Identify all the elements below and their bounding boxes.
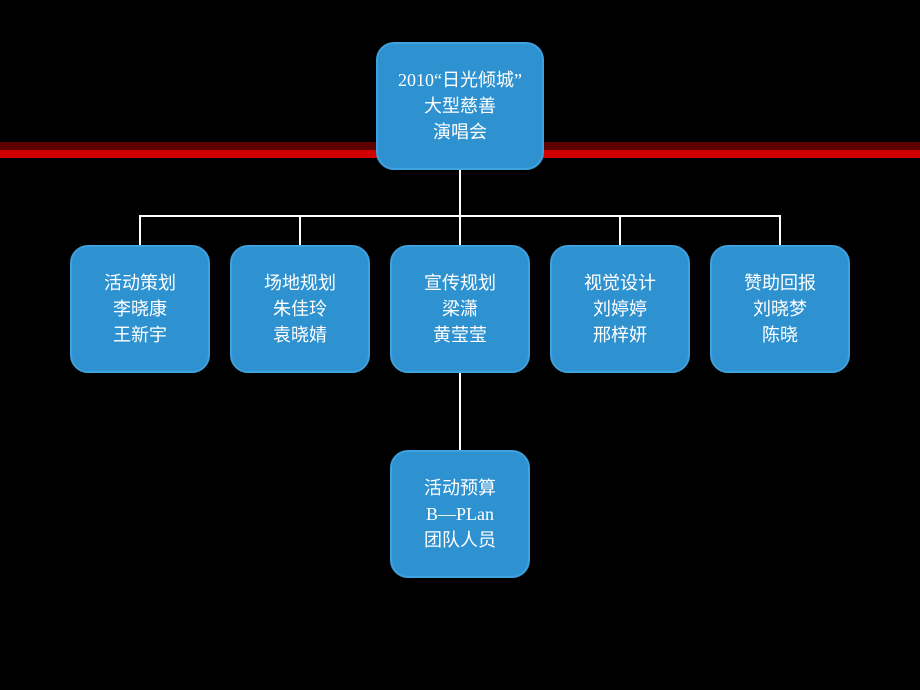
- org-node-label: 袁晓婧: [273, 322, 327, 348]
- org-node-label: 视觉设计: [584, 270, 656, 296]
- org-node-label: 赞助回报: [744, 270, 816, 296]
- org-node-label: 邢梓妍: [593, 322, 647, 348]
- org-node-root-line1: 2010“日光倾城”: [398, 67, 522, 93]
- org-node-label: 黄莹莹: [433, 322, 487, 348]
- connector-child-0: [139, 215, 141, 245]
- org-node-label: 活动预算: [424, 475, 496, 501]
- connector-child-2: [459, 215, 461, 245]
- org-node-label: B—PLan: [426, 501, 494, 527]
- org-node-label: 刘婷婷: [593, 296, 647, 322]
- connector-bottom-vertical: [459, 373, 461, 450]
- org-node-root: 2010“日光倾城” 大型慈善 演唱会: [376, 42, 544, 170]
- org-node-label: 梁潇: [442, 296, 478, 322]
- org-node-label: 陈晓: [762, 322, 798, 348]
- org-node-child-0: 活动策划 李晓康 王新宇: [70, 245, 210, 373]
- org-node-root-line2: 大型慈善: [424, 93, 496, 119]
- connector-top-vertical: [459, 170, 461, 217]
- org-node-label: 场地规划: [264, 270, 336, 296]
- org-node-bottom: 活动预算 B—PLan 团队人员: [390, 450, 530, 578]
- connector-child-3: [619, 215, 621, 245]
- org-node-child-4: 赞助回报 刘晓梦 陈晓: [710, 245, 850, 373]
- org-node-root-line3: 演唱会: [433, 119, 487, 145]
- org-node-label: 团队人员: [424, 527, 496, 553]
- org-node-child-1: 场地规划 朱佳玲 袁晓婧: [230, 245, 370, 373]
- connector-child-4: [779, 215, 781, 245]
- org-node-label: 宣传规划: [424, 270, 496, 296]
- org-node-label: 刘晓梦: [753, 296, 807, 322]
- connector-child-1: [299, 215, 301, 245]
- org-node-label: 王新宇: [113, 322, 167, 348]
- org-node-child-3: 视觉设计 刘婷婷 邢梓妍: [550, 245, 690, 373]
- org-node-label: 朱佳玲: [273, 296, 327, 322]
- org-node-label: 李晓康: [113, 296, 167, 322]
- org-node-child-2: 宣传规划 梁潇 黄莹莹: [390, 245, 530, 373]
- org-node-label: 活动策划: [104, 270, 176, 296]
